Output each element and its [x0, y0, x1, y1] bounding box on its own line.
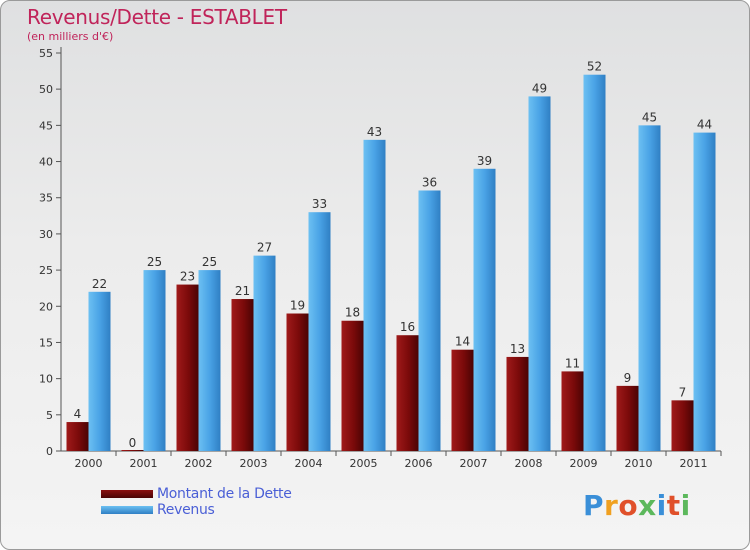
data-label-revenue: 22 — [92, 277, 107, 291]
logo-letter: o — [618, 489, 639, 522]
chart-subtitle: (en milliers d'€) — [27, 30, 114, 43]
bar-debt — [671, 400, 694, 451]
data-label-debt: 9 — [624, 371, 632, 385]
x-tick-label: 2002 — [185, 457, 213, 470]
x-tick-label: 2005 — [350, 457, 378, 470]
data-label-debt: 13 — [510, 342, 525, 356]
data-label-revenue: 27 — [257, 241, 272, 255]
logo-letter: i — [656, 489, 667, 522]
bar-revenue — [638, 125, 661, 451]
x-tick-label: 2010 — [625, 457, 653, 470]
bar-debt — [451, 349, 474, 451]
data-label-revenue: 39 — [477, 154, 492, 168]
data-label-debt: 11 — [565, 356, 580, 370]
data-label-revenue: 49 — [532, 81, 547, 95]
data-label-debt: 23 — [180, 270, 195, 284]
logo-letter: P — [583, 489, 605, 522]
data-label-revenue: 25 — [202, 255, 217, 269]
x-tick-label: 2000 — [75, 457, 103, 470]
chart-title: Revenus/Dette - ESTABLET — [27, 5, 287, 29]
bar-revenue — [418, 190, 441, 451]
proxiti-logo: Proxiti — [583, 489, 691, 522]
bar-revenue — [528, 96, 551, 451]
y-tick-label: 45 — [39, 119, 53, 132]
bar-revenue — [198, 270, 221, 451]
legend-item-revenue: Revenus — [101, 502, 292, 518]
legend-swatch-revenue — [101, 506, 153, 514]
data-label-debt: 21 — [235, 284, 250, 298]
y-tick-label: 0 — [46, 445, 53, 458]
data-label-debt: 18 — [345, 306, 360, 320]
bar-debt — [561, 371, 584, 451]
legend-swatch-debt — [101, 490, 153, 498]
data-label-revenue: 25 — [147, 255, 162, 269]
logo-letter: t — [666, 489, 681, 522]
legend-label-debt: Montant de la Dette — [157, 486, 292, 502]
x-tick-label: 2009 — [570, 457, 598, 470]
bar-revenue — [308, 212, 331, 451]
y-tick-label: 5 — [46, 409, 53, 422]
data-label-revenue: 33 — [312, 197, 327, 211]
bar-revenue — [693, 132, 716, 451]
data-label-debt: 7 — [679, 385, 687, 399]
bar-revenue — [363, 139, 386, 451]
data-label-debt: 14 — [455, 335, 470, 349]
bar-debt — [121, 450, 144, 451]
data-label-debt: 19 — [290, 299, 305, 313]
data-label-revenue: 44 — [697, 118, 712, 132]
legend: Montant de la Dette Revenus — [101, 486, 292, 518]
bar-revenue — [88, 291, 111, 451]
data-label-revenue: 52 — [587, 60, 602, 74]
logo-letter: x — [638, 489, 657, 522]
legend-item-debt: Montant de la Dette — [101, 486, 292, 502]
y-tick-label: 25 — [39, 264, 53, 277]
bar-revenue — [583, 74, 606, 451]
bar-revenue — [143, 270, 166, 451]
bar-debt — [341, 320, 364, 451]
y-tick-label: 50 — [39, 83, 53, 96]
x-tick-label: 2008 — [515, 457, 543, 470]
data-label-revenue: 43 — [367, 125, 382, 139]
y-tick-label: 10 — [39, 373, 53, 386]
y-tick-label: 30 — [39, 228, 53, 241]
x-tick-label: 2011 — [680, 457, 708, 470]
bar-debt — [66, 422, 89, 451]
bar-debt — [176, 284, 199, 451]
bar-revenue — [253, 255, 276, 451]
x-tick-label: 2006 — [405, 457, 433, 470]
x-tick-label: 2007 — [460, 457, 488, 470]
y-tick-label: 20 — [39, 300, 53, 313]
legend-label-revenue: Revenus — [157, 502, 215, 518]
x-tick-label: 2003 — [240, 457, 268, 470]
bar-debt — [506, 356, 529, 451]
bar-debt — [231, 299, 254, 451]
y-tick-label: 35 — [39, 192, 53, 205]
data-label-debt: 16 — [400, 320, 415, 334]
x-tick-label: 2001 — [130, 457, 158, 470]
bar-debt — [396, 335, 419, 451]
y-tick-label: 40 — [39, 156, 53, 169]
y-tick-label: 55 — [39, 47, 53, 60]
bar-revenue — [473, 168, 496, 452]
data-label-debt: 0 — [129, 436, 137, 450]
bar-debt — [286, 313, 309, 451]
y-tick-label: 15 — [39, 336, 53, 349]
data-label-revenue: 45 — [642, 110, 657, 124]
logo-letter: r — [604, 489, 619, 522]
data-label-revenue: 36 — [422, 175, 437, 189]
bar-debt — [616, 385, 639, 451]
x-tick-label: 2004 — [295, 457, 323, 470]
data-label-debt: 4 — [74, 407, 82, 421]
logo-letter: i — [680, 489, 691, 522]
